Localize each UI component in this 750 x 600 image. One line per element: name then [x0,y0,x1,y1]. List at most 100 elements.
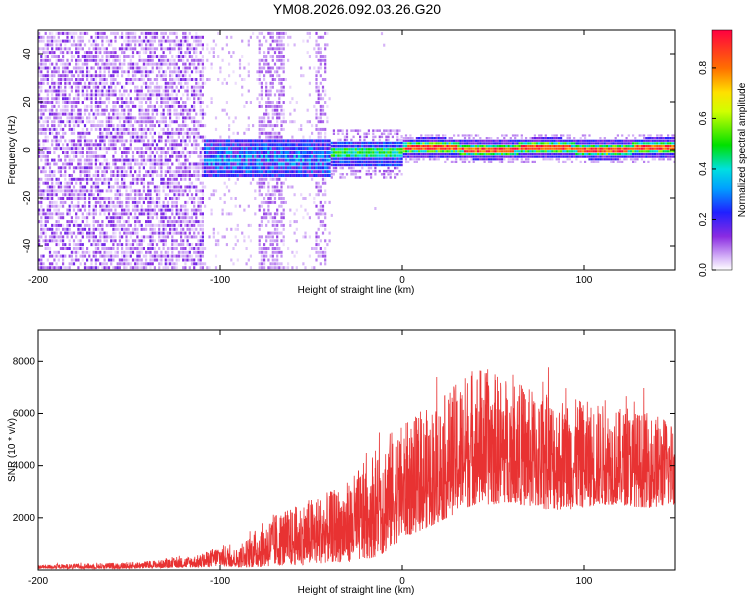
heatmap-cell [155,35,159,39]
heatmap-cell [166,81,170,85]
heatmap-cell [88,143,91,147]
heatmap-cell [142,239,145,243]
heatmap-cell [153,239,156,243]
heatmap-cell [177,212,180,216]
heatmap-cell [116,181,119,185]
heatmap-cell [175,31,178,35]
heatmap-cell [147,262,150,266]
heatmap-cell [186,97,189,101]
heatmap-cell [225,243,228,247]
heatmap-cell [247,170,250,174]
heatmap-cell [212,47,215,51]
heatmap-cell [352,169,355,173]
heatmap-cell [75,189,78,193]
heatmap-cell [72,220,76,224]
heatmap-cell [193,47,196,51]
heatmap-cell [177,66,180,70]
heatmap-cell [107,112,111,116]
heatmap-cell [46,154,49,158]
heatmap-cell [75,193,78,197]
heatmap-cell [155,250,159,254]
heatmap-cell [149,151,152,154]
heatmap-cell [354,160,357,164]
heatmap-cell [230,139,233,143]
heatmap-cell [90,143,93,147]
heatmap-cell [188,78,191,81]
heatmap-cell [234,154,237,158]
heatmap-cell [193,116,196,120]
heatmap-cell [341,166,344,170]
heatmap-cell [269,174,272,177]
heatmap-cell [315,39,318,43]
heatmap-cell [62,216,65,220]
heatmap-cell [169,74,172,78]
heatmap-cell [184,78,187,81]
heatmap-cell [110,216,113,220]
heatmap-cell [164,74,167,78]
heatmap-cell [195,151,198,154]
heatmap-cell [79,254,82,258]
heatmap-cell [164,266,167,270]
heatmap-cell [103,174,106,177]
heatmap-cell [72,262,76,266]
heatmap-cell [140,139,143,143]
heatmap-cell [123,174,126,177]
heatmap-cell [107,220,111,224]
heatmap-cell [195,127,198,131]
heatmap-cell [42,101,45,104]
heatmap-cell [97,193,100,197]
heatmap-cell [326,158,329,162]
heatmap-cell [341,151,344,154]
heatmap-cell [101,108,104,112]
heatmap-cell [138,89,141,93]
heatmap-cell [153,204,156,208]
heatmap-cell [147,174,150,177]
heatmap-cell [319,174,322,177]
heatmap-cell [55,108,58,112]
heatmap-cell [212,227,215,231]
heatmap-cell [225,101,228,104]
heatmap-cell [164,193,167,197]
heatmap-cell [177,116,180,120]
heatmap-cell [332,163,335,167]
heatmap-cell [123,250,126,254]
heatmap-cell [55,62,58,66]
heatmap-cell [155,174,159,177]
heatmap-cell [175,220,178,224]
heatmap-cell [68,124,71,128]
heatmap-cell [158,162,161,166]
heatmap-cell [304,154,307,158]
heatmap-cell [304,162,307,166]
heatmap-cell [64,101,67,104]
heatmap-cell [134,43,137,47]
heatmap-cell [51,120,54,124]
heatmap-cell [40,212,43,216]
heatmap-cell [197,174,200,177]
heatmap-cell [280,189,283,193]
heatmap-cell [276,208,279,212]
heatmap-cell [223,174,226,177]
heatmap-cell [40,127,43,131]
heatmap-cell [293,108,296,112]
heatmap-cell [44,108,47,112]
heatmap-cell [180,216,183,220]
heatmap-cell [90,93,93,97]
heatmap-cell [238,151,242,154]
heatmap-cell [269,120,272,124]
heatmap-cell [186,235,189,239]
heatmap-cell [83,197,87,200]
heatmap-cell [190,104,194,108]
heatmap-cell [153,116,156,120]
heatmap-cell [210,154,213,158]
heatmap-cell [186,58,189,62]
heatmap-cell [145,227,148,231]
heatmap-cell [114,39,117,43]
heatmap-cell [88,158,91,162]
heatmap-cell [175,85,178,89]
heatmap-cell [169,70,172,74]
heatmap-cell [53,231,56,235]
heatmap-cell [145,35,148,39]
heatmap-cell [287,147,290,151]
heatmap-cell [38,47,41,51]
heatmap-cell [112,154,115,158]
